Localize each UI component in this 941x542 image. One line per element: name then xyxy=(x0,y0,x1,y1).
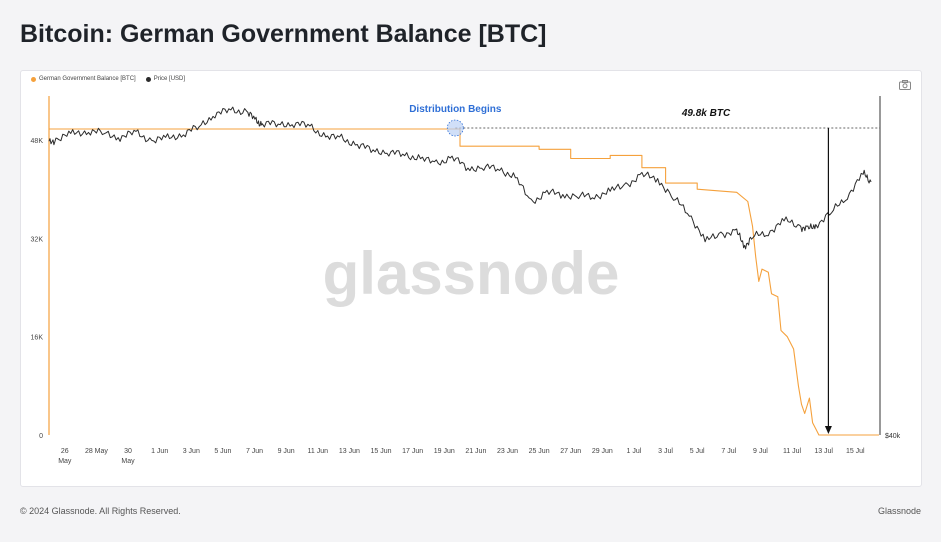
x-tick-label: 5 Jul xyxy=(690,448,705,455)
camera-icon[interactable] xyxy=(899,77,911,90)
x-tick-label: 1 Jul xyxy=(627,448,642,455)
x-tick-label: 5 Jun xyxy=(214,448,231,455)
x-tick-sublabel: May xyxy=(58,458,72,465)
left-axis: 0 16K 32K 48K $40k xyxy=(31,96,901,440)
legend-label-price: Price [USD] xyxy=(153,76,186,82)
x-tick-label: 28 May xyxy=(85,448,108,455)
plot-area xyxy=(48,106,879,436)
x-tick-label: 11 Jul xyxy=(783,448,802,455)
x-tick-label: 11 Jun xyxy=(308,448,329,455)
x-tick-label: 15 Jul xyxy=(846,448,865,455)
footer-copyright: © 2024 Glassnode. All Rights Reserved. xyxy=(20,506,181,516)
chart-legend: German Government Balance [BTC] Price [U… xyxy=(31,76,185,82)
legend-item-price[interactable]: Price [USD] xyxy=(145,76,186,82)
price-series-line xyxy=(48,106,872,250)
x-tick-label: 13 Jun xyxy=(339,448,360,455)
distribution-begins-label: Distribution Begins xyxy=(409,104,502,115)
x-tick-label: 3 Jun xyxy=(183,448,200,455)
footer-brand: Glassnode xyxy=(877,506,921,516)
legend-item-balance[interactable]: German Government Balance [BTC] xyxy=(31,76,136,82)
page-title: Bitcoin: German Government Balance [BTC] xyxy=(20,20,547,48)
annotations: Distribution Begins 49.8k BTC xyxy=(409,104,880,434)
drawdown-arrow-head xyxy=(824,426,832,434)
right-axis-label: $40k xyxy=(885,433,901,440)
x-tick-label: 9 Jun xyxy=(278,448,295,455)
x-tick-label: 27 Jun xyxy=(560,448,581,455)
watermark-text: glassnode xyxy=(323,240,620,307)
x-tick-label: 15 Jun xyxy=(370,448,391,455)
btc-amount-label: 49.8k BTC xyxy=(681,108,731,119)
y-tick-label: 48K xyxy=(31,138,44,145)
x-tick-label: 1 Jun xyxy=(151,448,168,455)
distribution-marker[interactable] xyxy=(446,119,464,137)
x-tick-label: 25 Jun xyxy=(529,448,550,455)
chart-card: German Government Balance [BTC] Price [U… xyxy=(20,70,922,487)
chart-canvas: glassnode 0 16K 32K 48K $40k 26 May 28 May 30 Ma… xyxy=(31,96,901,465)
balance-series-line xyxy=(49,128,879,436)
x-tick-sublabel: May xyxy=(121,458,135,465)
x-tick-label: 23 Jun xyxy=(497,448,518,455)
x-axis: 26 May 28 May 30 May 1 Jun 3 Jun 5 Jun 7 Jun 9 Ju… xyxy=(58,448,865,465)
x-tick-label: 7 Jun xyxy=(246,448,263,455)
legend-dot-price xyxy=(145,76,151,82)
x-tick-label: 9 Jul xyxy=(753,448,768,455)
x-tick-label: 19 Jun xyxy=(434,448,455,455)
x-tick-label: 7 Jul xyxy=(721,448,736,455)
y-tick-label: 0 xyxy=(39,433,43,440)
x-tick-label: 3 Jul xyxy=(658,448,673,455)
legend-dot-balance xyxy=(31,76,36,82)
legend-label-balance: German Government Balance [BTC] xyxy=(39,76,136,82)
x-tick-label: 21 Jun xyxy=(465,448,486,455)
x-tick-label: 30 xyxy=(124,448,132,455)
x-tick-label: 26 xyxy=(61,448,69,455)
y-tick-label: 16K xyxy=(31,335,44,342)
x-tick-label: 17 Jun xyxy=(402,448,423,455)
y-tick-label: 32K xyxy=(31,236,44,243)
x-tick-label: 13 Jul xyxy=(814,448,833,455)
x-tick-label: 29 Jun xyxy=(592,448,613,455)
